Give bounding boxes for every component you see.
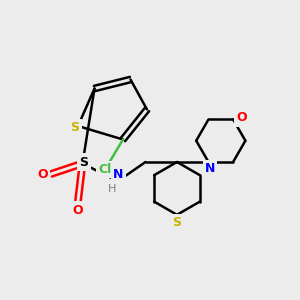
Text: S: S [172, 216, 182, 229]
Text: H: H [108, 184, 117, 194]
Text: O: O [37, 167, 48, 181]
Text: S: S [70, 121, 80, 134]
Text: N: N [205, 162, 215, 175]
Text: Cl: Cl [98, 163, 112, 176]
Text: O: O [236, 111, 247, 124]
Text: O: O [73, 203, 83, 217]
Text: N: N [113, 168, 124, 181]
Text: S: S [80, 155, 88, 169]
